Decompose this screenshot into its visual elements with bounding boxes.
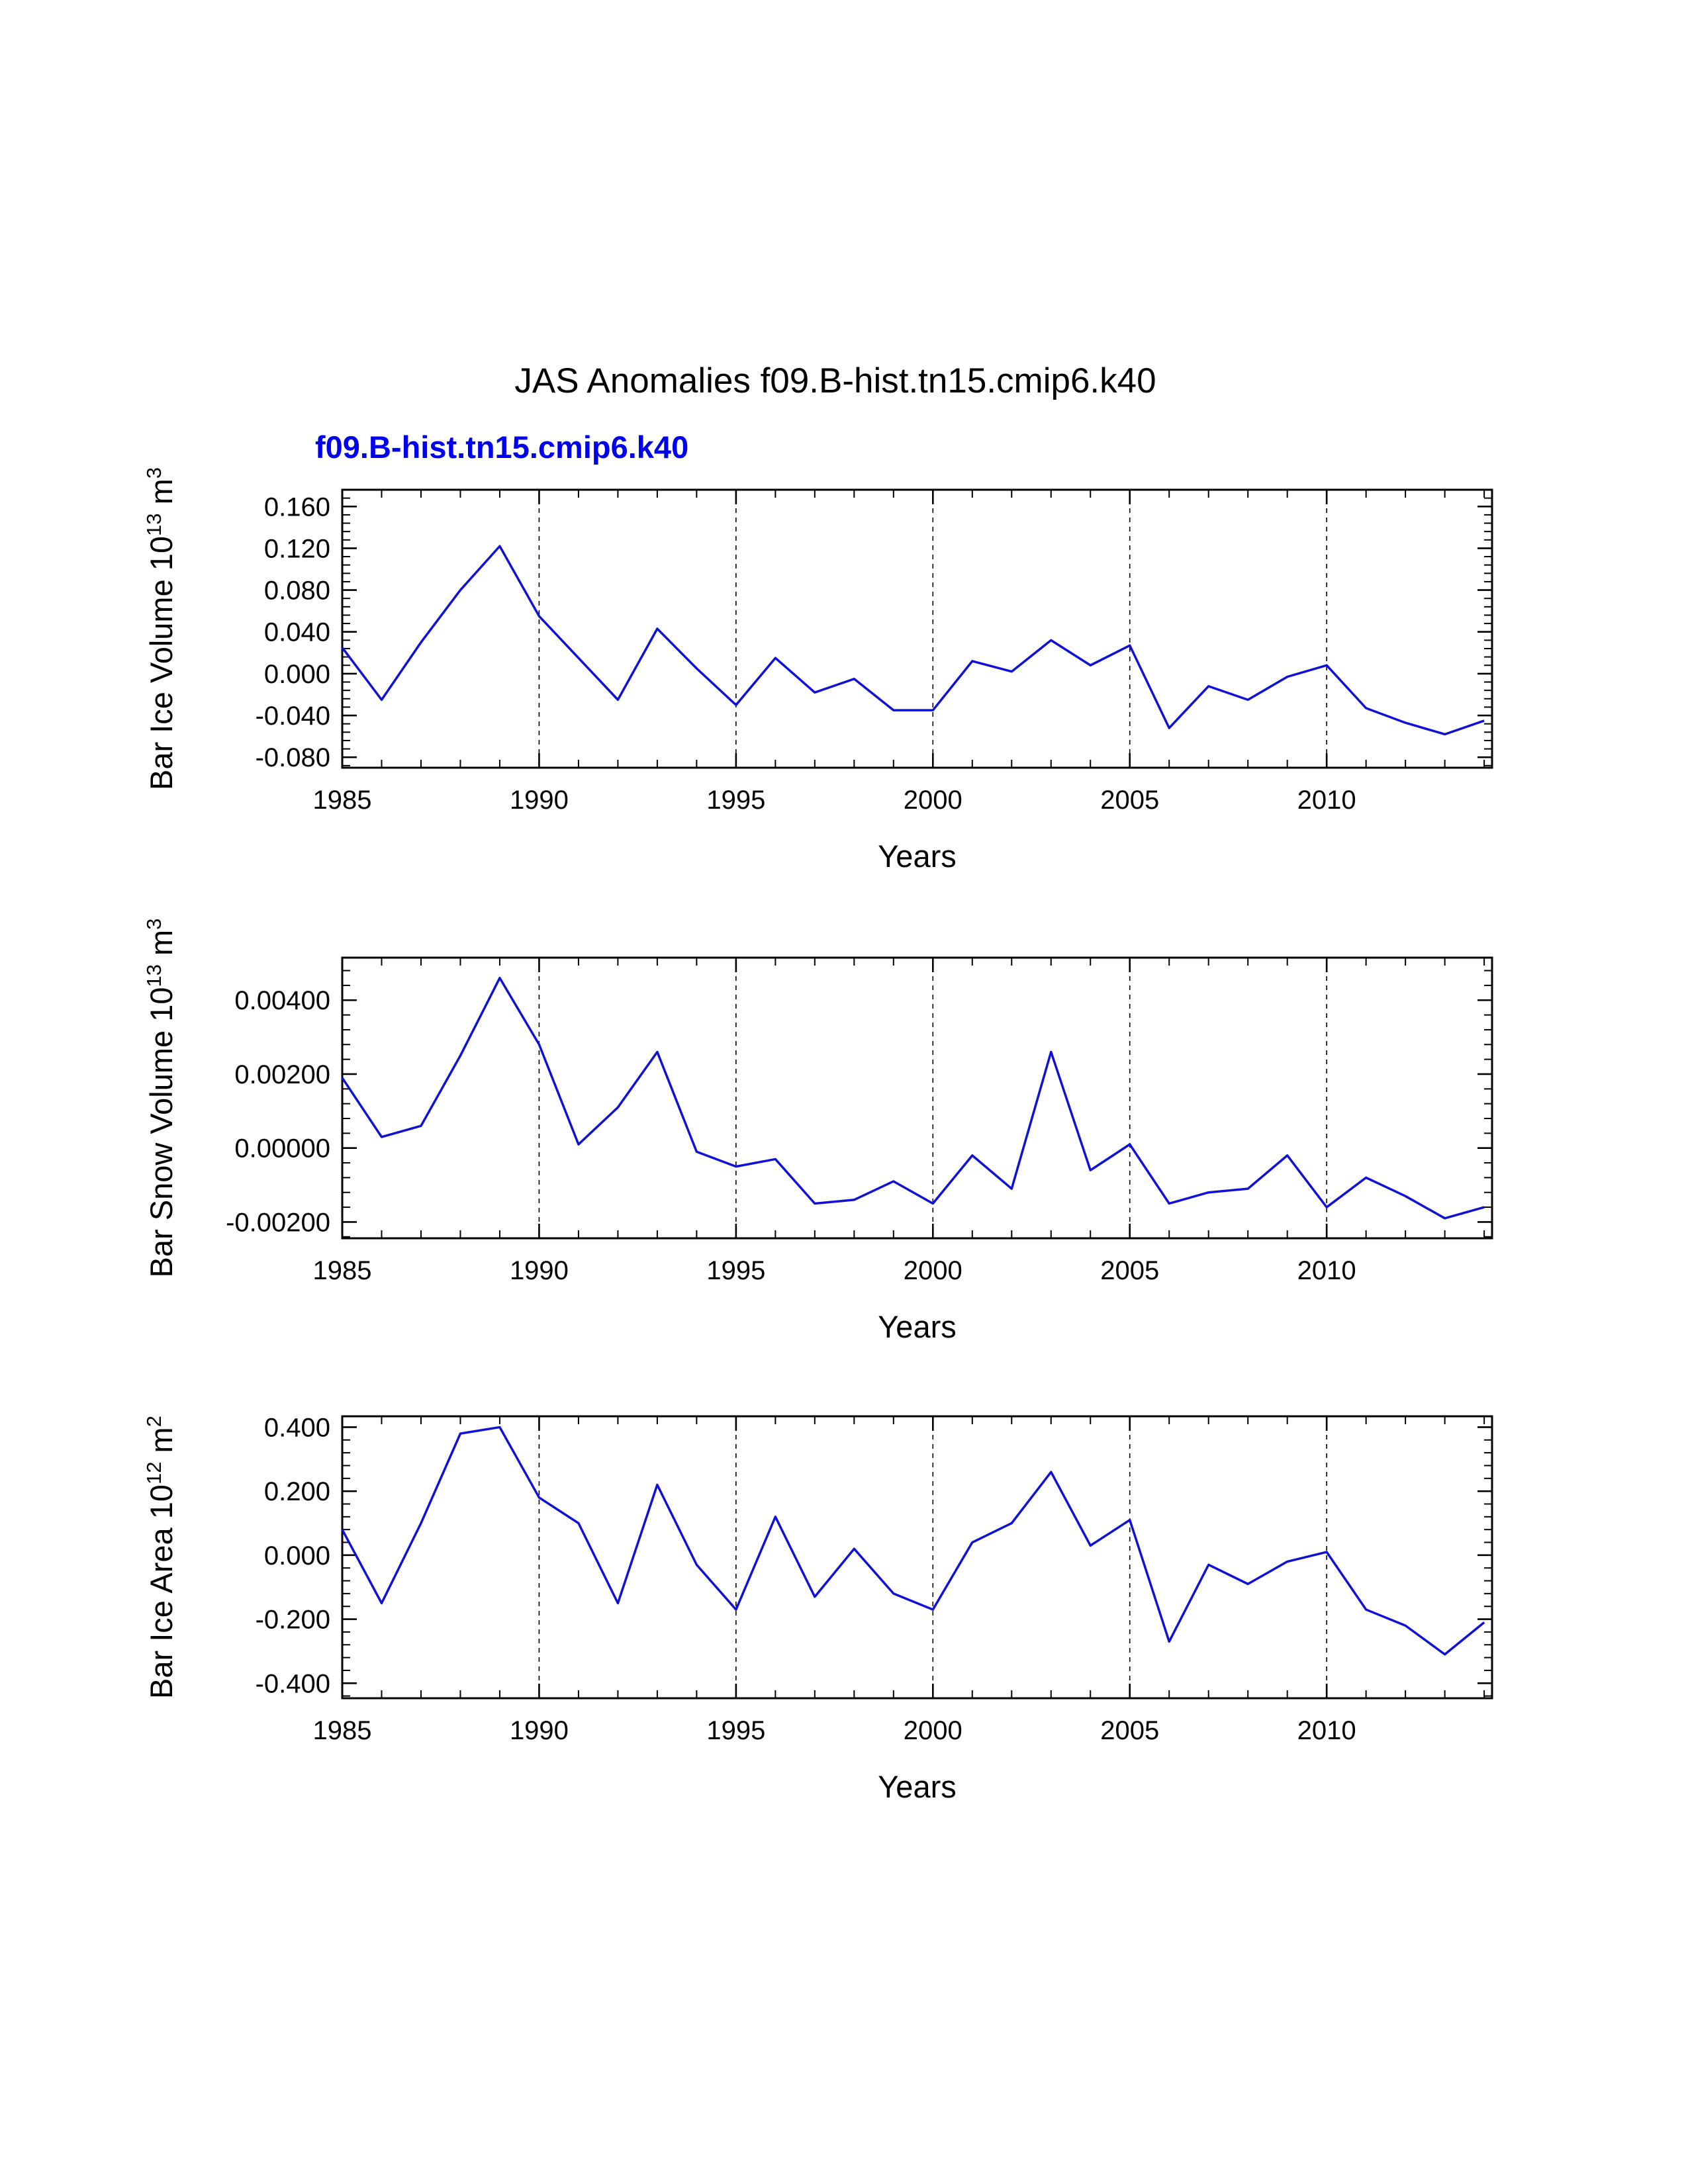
series-line (341, 545, 1485, 736)
y-tick-label: -0.00200 (226, 1208, 330, 1237)
y-tick-label: 0.00000 (234, 1134, 330, 1163)
x-tick-label: 2010 (1297, 786, 1356, 815)
y-tick-label: 0.080 (264, 576, 330, 606)
y-tick-label: 0.120 (264, 534, 330, 563)
y-axis-title: Bar Snow Volume 1013 m3 (142, 919, 179, 1278)
panel-bar-snow-volume: 1985 1990 1995 2000 2005 2010 -0.00200 0.00000 0… (142, 919, 1493, 1344)
x-tick-label: 2010 (1297, 1716, 1356, 1745)
x-tick-label: 2000 (904, 1716, 962, 1745)
y-tick-label: -0.080 (256, 743, 330, 772)
x-tick-label: 1985 (313, 1716, 372, 1745)
y-tick-label: -0.200 (256, 1606, 330, 1635)
y-axis-title: Bar Ice Volume 1013 m3 (142, 467, 179, 790)
x-axis-title: Years (878, 839, 956, 874)
x-tick-label: 2000 (904, 1256, 962, 1285)
y-tick-label: -0.040 (256, 702, 330, 731)
x-tick-label: 1990 (510, 1716, 569, 1745)
y-tick-label: 0.00400 (234, 986, 330, 1015)
x-tick-label: 2005 (1100, 1256, 1159, 1285)
x-tick-label: 2000 (904, 786, 962, 815)
chart-subtitle: f09.B-hist.tn15.cmip6.k40 (315, 430, 689, 465)
x-tick-label: 1985 (313, 786, 372, 815)
y-tick-label: 0.000 (264, 660, 330, 689)
y-tick-label: 0.00200 (234, 1060, 330, 1089)
plot-frame (341, 956, 1493, 1240)
x-tick-label: 1995 (706, 1716, 765, 1745)
y-axis-title: Bar Ice Area 1012 m2 (142, 1416, 179, 1699)
y-tick-label: 0.000 (264, 1541, 330, 1570)
series-line (341, 1426, 1485, 1656)
x-tick-label: 2010 (1297, 1256, 1356, 1285)
plot-frame (341, 488, 1493, 769)
series-line (341, 976, 1485, 1220)
x-tick-label: 1990 (510, 1256, 569, 1285)
panel-bar-ice-volume: 1985 1990 1995 2000 2005 2010 -0.080 -0.040 0.00… (142, 467, 1493, 874)
x-tick-label: 1995 (706, 786, 765, 815)
x-tick-label: 2005 (1100, 1716, 1159, 1745)
y-tick-label: 0.040 (264, 618, 330, 647)
x-tick-label: 2005 (1100, 786, 1159, 815)
panel-bar-ice-area: 1985 1990 1995 2000 2005 2010 -0.400 -0.200 0.00… (142, 1413, 1493, 1804)
x-tick-label: 1995 (706, 1256, 765, 1285)
y-tick-label: -0.400 (256, 1669, 330, 1698)
y-tick-label: 0.400 (264, 1413, 330, 1442)
y-tick-label: 0.160 (264, 492, 330, 522)
plot-frame (341, 1415, 1493, 1700)
x-tick-label: 1990 (510, 786, 569, 815)
x-axis-title: Years (878, 1769, 956, 1804)
chart-title: JAS Anomalies f09.B-hist.tn15.cmip6.k40 (514, 361, 1156, 400)
y-tick-label: 0.200 (264, 1477, 330, 1506)
x-axis-title: Years (878, 1309, 956, 1344)
x-tick-label: 1985 (313, 1256, 372, 1285)
